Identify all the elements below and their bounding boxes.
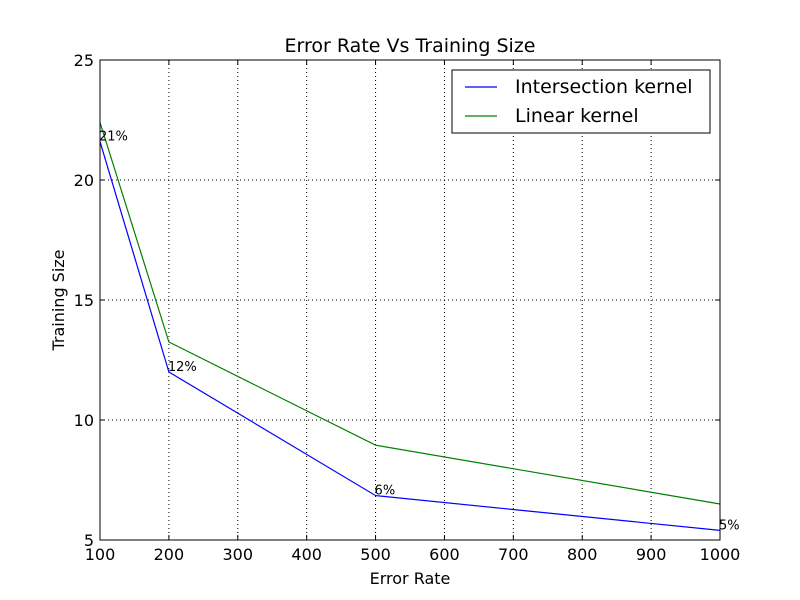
series [99,122,721,531]
grid [100,60,720,540]
x-tick-label: 1000 [700,545,741,564]
x-tick-label: 600 [429,545,460,564]
chart-title: Error Rate Vs Training Size [285,35,536,57]
y-tick-label: 20 [74,171,94,190]
y-tick-label: 15 [74,291,94,310]
data-label: 5% [719,518,740,533]
data-label: 12% [168,360,197,375]
data-label: 6% [375,484,396,499]
y-tick-label: 5 [84,531,94,550]
ticks: 100 200 300 400 500 600 700 800 900 1000 5 10 15 20 25 [74,51,741,564]
y-tick-label: 10 [74,411,94,430]
x-axis-label: Error Rate [370,569,451,588]
legend-label: Linear kernel [515,105,639,127]
x-tick-label: 900 [636,545,667,564]
annotations: 21% 12% 6% 5% [99,130,740,534]
series-line-linear-kernel [99,122,721,505]
legend: Intersection kernel Linear kernel [451,69,711,134]
legend-label: Intersection kernel [515,76,693,98]
x-tick-label: 500 [360,545,391,564]
data-label: 21% [99,130,128,145]
y-axis-label: Training Size [49,249,68,351]
x-tick-label: 700 [498,545,529,564]
legend-box [451,69,711,134]
x-tick-label: 300 [223,545,254,564]
x-tick-label: 800 [567,545,598,564]
x-tick-label: 100 [85,545,116,564]
x-tick-label: 400 [291,545,322,564]
series-line-intersection-kernel [99,141,721,531]
x-tick-label: 200 [154,545,185,564]
y-tick-label: 25 [74,51,94,70]
